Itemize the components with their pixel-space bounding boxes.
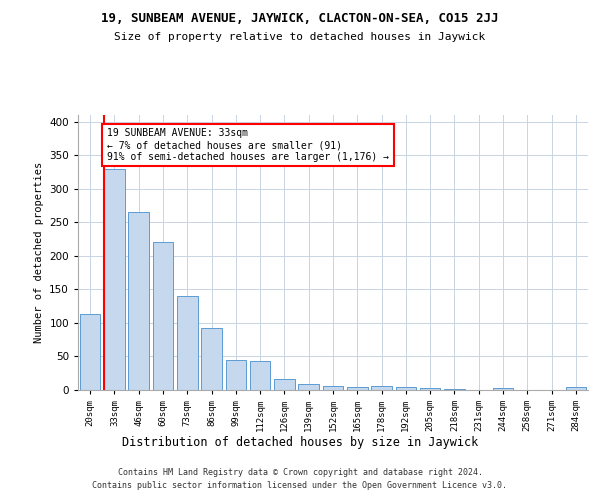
Bar — [274, 380, 295, 390]
Bar — [152, 242, 173, 390]
Bar — [80, 314, 100, 390]
Bar — [395, 386, 416, 390]
Text: Contains HM Land Registry data © Crown copyright and database right 2024.: Contains HM Land Registry data © Crown c… — [118, 468, 482, 477]
Text: 19 SUNBEAM AVENUE: 33sqm
← 7% of detached houses are smaller (91)
91% of semi-de: 19 SUNBEAM AVENUE: 33sqm ← 7% of detache… — [107, 128, 389, 162]
Bar — [323, 386, 343, 390]
Bar — [128, 212, 149, 390]
Text: Contains public sector information licensed under the Open Government Licence v3: Contains public sector information licen… — [92, 482, 508, 490]
Text: Size of property relative to detached houses in Jaywick: Size of property relative to detached ho… — [115, 32, 485, 42]
Bar — [566, 388, 586, 390]
Bar — [104, 168, 125, 390]
Bar — [493, 388, 514, 390]
Bar — [177, 296, 197, 390]
Y-axis label: Number of detached properties: Number of detached properties — [34, 162, 44, 343]
Bar — [347, 386, 368, 390]
Bar — [420, 388, 440, 390]
Bar — [226, 360, 246, 390]
Bar — [371, 386, 392, 390]
Text: 19, SUNBEAM AVENUE, JAYWICK, CLACTON-ON-SEA, CO15 2JJ: 19, SUNBEAM AVENUE, JAYWICK, CLACTON-ON-… — [101, 12, 499, 26]
Bar — [298, 384, 319, 390]
Bar — [250, 361, 271, 390]
Text: Distribution of detached houses by size in Jaywick: Distribution of detached houses by size … — [122, 436, 478, 449]
Bar — [201, 328, 222, 390]
